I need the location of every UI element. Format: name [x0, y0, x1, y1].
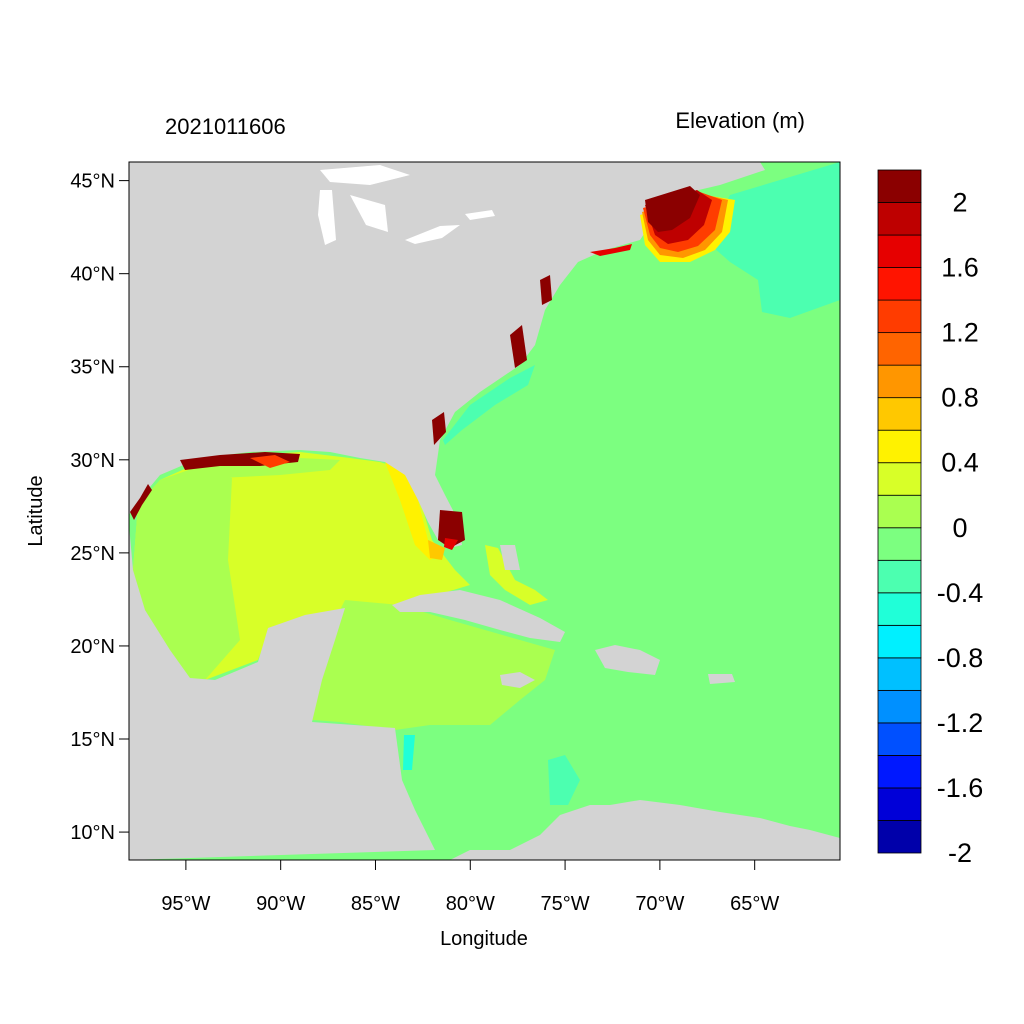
lon-tick-label: 90°W	[256, 893, 305, 915]
great-lakes	[318, 165, 495, 245]
lake-erie	[405, 225, 460, 244]
lat-tick-label: 45°N	[70, 171, 115, 193]
land	[129, 162, 840, 860]
date-label: 2021011606	[165, 114, 286, 139]
colorbar-swatch	[877, 657, 922, 691]
colorbar-swatch	[877, 689, 922, 724]
venezuela-coastal-neg	[548, 755, 580, 805]
florida-tip-orange	[428, 540, 445, 560]
florida-west-yellow	[385, 462, 440, 560]
lake-superior	[320, 165, 410, 185]
lat-tick-label: 25°N	[70, 543, 115, 565]
lon-tick-label: 75°W	[541, 893, 590, 915]
surge-contour-maroon	[645, 186, 700, 232]
colorbar-swatch	[877, 527, 922, 561]
lon-tick-label: 80°W	[446, 893, 495, 915]
plot-frame	[128, 161, 841, 861]
colorbar-swatch	[877, 787, 922, 821]
colorbar-tick-label: -0.4	[937, 578, 984, 608]
colorbar-swatch	[877, 722, 922, 756]
lon-tick-label: 70°W	[635, 893, 684, 915]
south-florida-edge	[444, 538, 458, 550]
bahamas-elevated	[485, 545, 548, 605]
texas-coast-inundation	[130, 484, 152, 520]
colorbar-swatch	[877, 429, 922, 464]
colorbar-swatch	[877, 462, 922, 496]
louisiana-coast-red	[250, 455, 290, 468]
colorbar-swatch	[877, 332, 922, 366]
caribbean-elevated-region	[312, 600, 555, 730]
long-island-sound-surge	[590, 244, 632, 256]
south-florida-high-elevation	[438, 510, 465, 548]
central-america-coast-neg	[403, 735, 415, 770]
colorbar-swatch	[877, 820, 922, 854]
colorbar-swatch	[877, 624, 922, 659]
storm-surge-gulf-of-maine	[590, 186, 735, 262]
carolina-coast-inundation	[510, 325, 527, 368]
georgia-coast-inundation	[432, 412, 446, 445]
colorbar-swatch	[877, 267, 922, 301]
lat-tick-label: 30°N	[70, 450, 115, 472]
colorbar-tick-label: 2	[952, 188, 967, 218]
lon-tick-label: 85°W	[351, 893, 400, 915]
longitude-axis: 95°W 90°W 85°W 80°W 75°W 70°W 65°W	[161, 860, 779, 915]
colorbar-tick-label: 1.6	[941, 253, 979, 283]
colorbar-tick-label: 0	[952, 513, 967, 543]
lon-tick-label: 95°W	[161, 893, 210, 915]
lake-huron	[350, 195, 388, 232]
landmass-north-america	[129, 162, 765, 548]
y-axis-label: Latitude	[25, 475, 47, 546]
colorbar-swatch	[877, 234, 922, 268]
colorbar-swatch	[877, 592, 922, 626]
landmass-south-america	[450, 800, 840, 860]
island-hispaniola	[595, 645, 660, 675]
lat-tick-label: 35°N	[70, 357, 115, 379]
island-jamaica	[500, 672, 535, 688]
colorbar-swatch	[877, 202, 922, 236]
lat-tick-label: 15°N	[70, 729, 115, 751]
colorbar-swatch	[877, 559, 922, 594]
coastal-inundation	[130, 275, 552, 520]
lat-tick-label: 40°N	[70, 264, 115, 286]
colorbar-swatch	[877, 755, 922, 789]
x-axis-label: Longitude	[440, 928, 528, 950]
coastal-band-negative-se	[443, 365, 535, 445]
colorbar-swatch	[877, 494, 922, 529]
island-cuba	[392, 590, 565, 642]
gulf-western-shelf	[133, 470, 240, 680]
chesapeake-inundation	[540, 275, 552, 305]
colorbar-tick-label: 0.8	[941, 383, 979, 413]
colorbar-swatch	[877, 397, 922, 431]
colorbar-tick-label: -2	[948, 838, 972, 868]
colorbar-tick-label: 1.2	[941, 318, 979, 348]
ocean-region-negative-ne	[705, 162, 840, 318]
colorbar-tick-label: -1.2	[937, 708, 984, 738]
map-panel	[129, 162, 840, 860]
colorbar-tick-label: -1.6	[937, 773, 984, 803]
lat-tick-label: 10°N	[70, 822, 115, 844]
variable-label: Elevation (m)	[675, 108, 805, 133]
colorbar-tick-label: 0.4	[941, 448, 979, 478]
gulf-north-shelf	[160, 458, 340, 485]
landmass-mexico-central-america	[129, 525, 435, 860]
lake-ontario	[465, 210, 495, 220]
colorbar-swatch	[877, 169, 922, 203]
lake-michigan	[318, 190, 336, 245]
lon-tick-label: 65°W	[730, 893, 779, 915]
colorbar-labels: 2 1.6 1.2 0.8 0.4 0 -0.4 -0.8 -1.2 -1.6 -2	[937, 188, 984, 868]
lat-tick-label: 20°N	[70, 636, 115, 658]
colorbar-swatch	[877, 364, 922, 399]
colorbar-swatch	[877, 299, 922, 334]
latitude-axis: 45°N 40°N 35°N 30°N 25°N 20°N 15°N 10°N	[70, 171, 129, 844]
colorbar	[877, 169, 922, 854]
colorbar-tick-label: -0.8	[937, 643, 984, 673]
island-puerto-rico	[708, 674, 735, 684]
island-andros	[500, 545, 520, 570]
